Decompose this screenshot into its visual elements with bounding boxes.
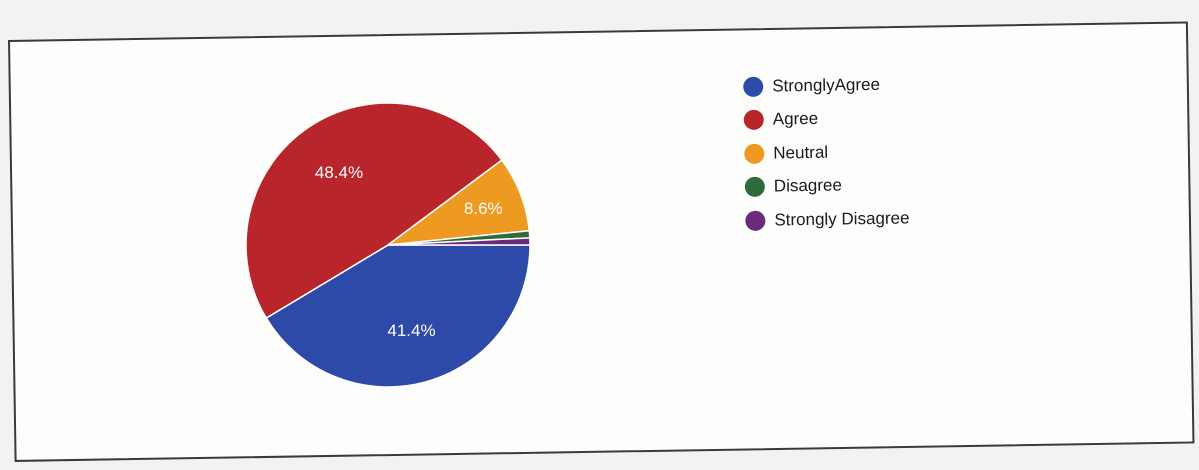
pie-slice-agree [245, 102, 503, 320]
legend-swatch-strongly-agree [743, 76, 764, 97]
legend: StronglyAgree Agree Neutral Disagree Str… [743, 67, 910, 237]
pie-slice-strongly-disagree [387, 237, 531, 246]
legend-item-neutral: Neutral [744, 134, 909, 170]
legend-swatch-disagree [744, 176, 765, 198]
legend-item-strongly-disagree: Strongly Disagree [745, 201, 910, 237]
legend-label-strongly-agree: StronglyAgree [772, 74, 881, 96]
pie-label-neutral: 8.6% [464, 199, 503, 218]
legend-swatch-agree [743, 109, 764, 131]
legend-label-agree: Agree [772, 109, 819, 129]
pie-slice-strongly-agree [265, 244, 531, 388]
legend-swatch-strongly-disagree [745, 210, 766, 231]
legend-swatch-neutral [744, 143, 765, 164]
pie-label-strongly-agree: 41.4% [387, 321, 435, 340]
legend-label-strongly-disagree: Strongly Disagree [774, 208, 910, 230]
legend-item-agree: Agree [743, 101, 909, 137]
legend-item-disagree: Disagree [744, 168, 910, 204]
pie-label-agree: 48.4% [315, 163, 363, 182]
legend-label-neutral: Neutral [773, 142, 829, 163]
legend-item-strongly-agree: StronglyAgree [743, 67, 908, 103]
legend-label-disagree: Disagree [773, 175, 843, 196]
